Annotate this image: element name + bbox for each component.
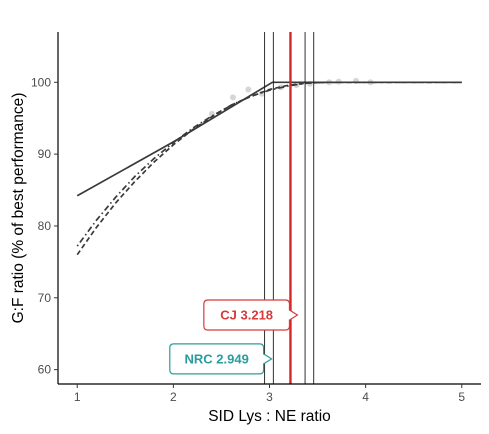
x-tick-label-2: 2 [170,390,177,404]
x-tick-label-4: 4 [362,390,369,404]
y-tick-label-80: 80 [38,219,52,233]
y-tick-label-90: 90 [38,147,52,161]
callout-box-cj [203,299,299,331]
x-ticks: 1 2 3 4 5 [74,384,465,404]
y-tick-label-100: 100 [31,75,51,89]
callout-label-nrc: NRC 2.949 [185,351,249,366]
x-axis-title: SID Lys : NE ratio [208,408,331,425]
observed-point-2 [245,86,252,93]
observed-point-1 [229,94,236,101]
x-tick-label-1: 1 [74,390,81,404]
callout-label-cj: CJ 3.218 [220,308,273,323]
y-tick-label-70: 70 [38,291,52,305]
y-axis-title: G:F ratio (% of best performance) [10,93,27,324]
x-tick-label-5: 5 [458,390,465,404]
callouts: CJ 3.218 NRC 2.949 [169,299,299,375]
curve-dotdash [76,81,462,247]
x-tick-label-3: 3 [266,390,273,404]
fitted-curves [76,81,462,256]
callout-box-nrc [169,343,273,375]
y-ticks: 60 70 80 90 100 [31,75,58,377]
y-tick-label-60: 60 [38,363,52,377]
